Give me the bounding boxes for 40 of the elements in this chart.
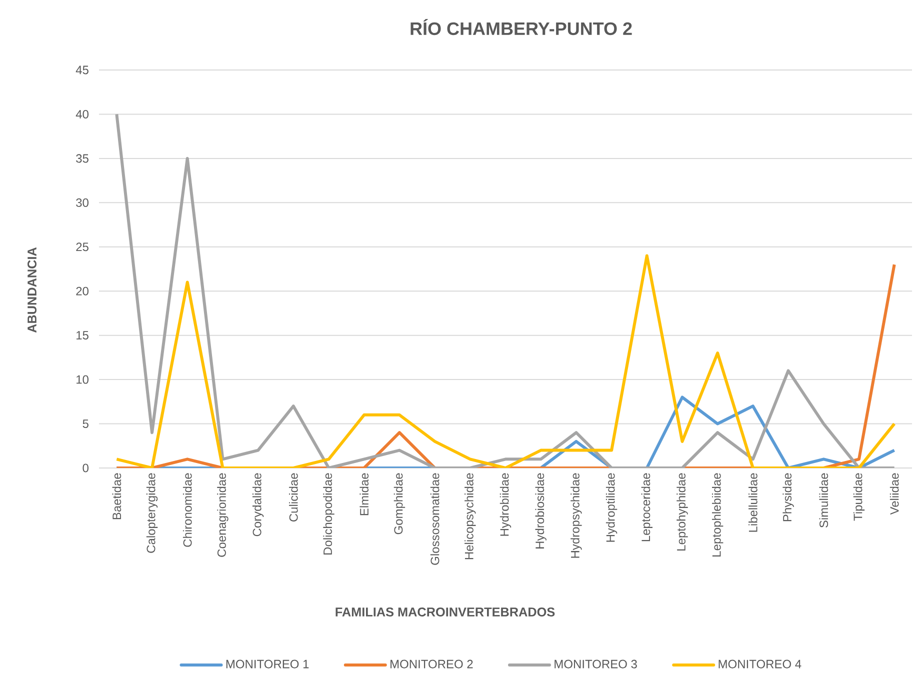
x-tick-label: Simuliidae	[819, 473, 828, 528]
y-tick-label: 20	[76, 286, 88, 296]
x-tick-label: Hydroptilidae	[606, 473, 618, 542]
y-tick-label: 0	[82, 464, 88, 472]
x-tick-label: Baetidae	[112, 473, 122, 520]
x-tick-label: Physidae	[782, 473, 794, 522]
y-tick-label: 25	[76, 242, 88, 252]
x-tick-label: Hydrobiosidae	[535, 473, 546, 548]
x-tick-label: Hydropsychidae	[570, 473, 582, 558]
x-tick-label: Culicidae	[289, 473, 298, 522]
legend-label: MONITOREO 2	[390, 660, 473, 668]
x-tick-label: Leptohyphidae	[676, 473, 688, 550]
x-tick-label: Calopterygidae	[146, 473, 158, 553]
x-tick-label: Chironomidae	[182, 473, 192, 547]
x-axis-title: FAMILIAS MACROINVERTEBRADOS	[336, 608, 555, 616]
legend-label: MONITOREO 3	[554, 660, 637, 668]
x-tick-label: Elmidae	[360, 473, 369, 516]
x-tick-label: Libellulidae	[748, 473, 758, 532]
x-tick-label: Dolichopodidae	[323, 473, 334, 554]
chart-title: RÍO CHAMBERY-PUNTO 2	[410, 18, 632, 36]
y-tick-label: 15	[76, 331, 88, 340]
x-tick-label: Gomphidae	[394, 473, 406, 534]
x-tick-label: Leptophlebiidae	[712, 473, 724, 556]
y-tick-label: 35	[76, 154, 88, 163]
y-tick-label: 5	[82, 420, 88, 428]
legend-label: MONITOREO 4	[718, 660, 802, 668]
x-tick-label: Glossosomatidae	[430, 473, 440, 565]
x-tick-label: Coenagrionidae	[217, 473, 228, 557]
x-tick-label: Corydalidae	[252, 473, 264, 536]
x-tick-label: Veliidae	[890, 473, 899, 515]
y-tick-label: 10	[76, 375, 88, 384]
x-tick-label: Helicopsychidae	[464, 473, 476, 560]
x-tick-label: Hydrobiidae	[500, 473, 512, 536]
y-axis-title: ABUNDANCIA	[28, 247, 36, 333]
y-tick-label: 40	[76, 110, 88, 118]
legend-label: MONITOREO 1	[226, 660, 309, 668]
x-tick-label: Leptoceridae	[641, 473, 652, 542]
x-tick-label: Tipulidae	[853, 473, 865, 521]
y-tick-label: 45	[76, 66, 88, 74]
y-tick-label: 30	[76, 198, 88, 207]
